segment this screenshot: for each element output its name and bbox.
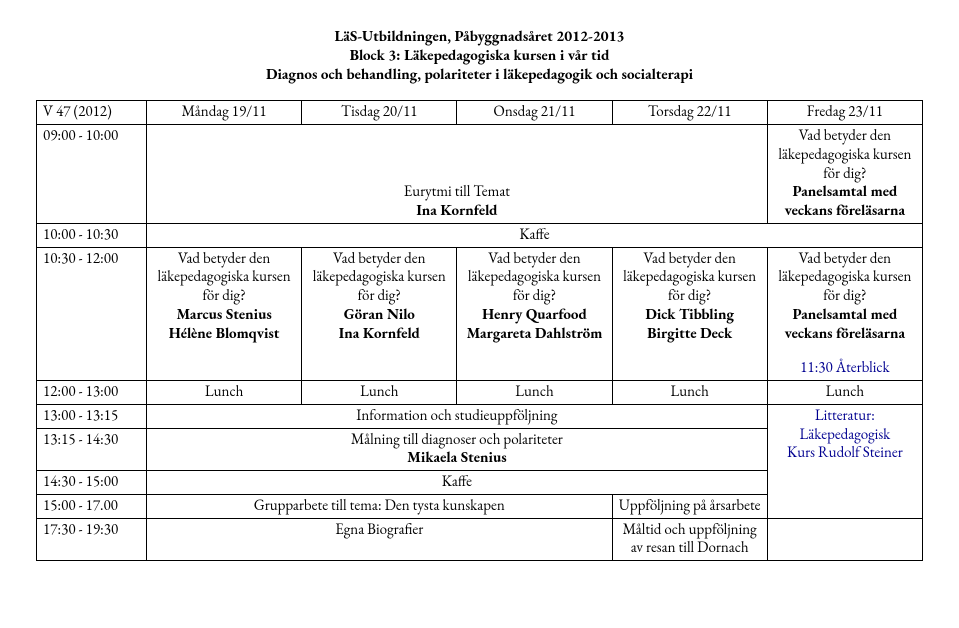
thu-p1: Dick Tibbling [645, 305, 734, 324]
page-header: LäS-Utbildningen, Påbyggnadsåret 2012-20… [36, 28, 923, 84]
col-tue: Tisdag 20/11 [302, 101, 457, 125]
row-1130: 11:30 Återblick [37, 345, 923, 380]
tue-lunch: Lunch [302, 381, 457, 405]
mon-q: Vad betyder den läkepedagogiska kursen f… [158, 249, 291, 306]
kaffe-1000: Kaffe [147, 223, 923, 247]
tue-q: Vad betyder den läkepedagogiska kursen f… [313, 249, 446, 306]
row-1030: 10:30 - 12:00 Vad betyder den läkepedago… [37, 247, 923, 345]
fri-1030-panel: Panelsamtal med veckans föreläsarna [785, 305, 905, 343]
biografier: Egna Biografier [147, 518, 613, 561]
eurytmi-title: Eurytmi till Temat [404, 182, 510, 201]
col-wed: Onsdag 21/11 [457, 101, 612, 125]
eurytmi-name: Ina Kornfeld [416, 201, 497, 220]
row-1000: 10:00 - 10:30 Kaffe [37, 223, 923, 247]
fri-lunch: Lunch [767, 381, 922, 405]
col-week: V 47 (2012) [37, 101, 147, 125]
wed-p1: Henry Quarfood [482, 305, 587, 324]
time-1500: 15:00 - 17.00 [37, 494, 147, 518]
aterblick: 11:30 Återblick [800, 358, 889, 377]
fri-1730-empty [767, 518, 922, 561]
cell-eurytmi: Eurytmi till Temat Ina Kornfeld [147, 125, 768, 224]
wed-1030: Vad betyder den läkepedagogiska kursen f… [457, 247, 612, 345]
wed-1130-empty [457, 345, 612, 380]
col-mon: Måndag 19/11 [147, 101, 302, 125]
tue-1130-empty [302, 345, 457, 380]
row-0900: 09:00 - 10:00 Eurytmi till Temat Ina Kor… [37, 125, 923, 224]
time-1315: 13:15 - 14:30 [37, 428, 147, 471]
schedule-table: V 47 (2012) Måndag 19/11 Tisdag 20/11 On… [36, 100, 923, 561]
thu-lunch: Lunch [612, 381, 767, 405]
thu-maltid: Måltid och uppföljning av resan till Dor… [612, 518, 767, 561]
thu-q: Vad betyder den läkepedagogiska kursen f… [623, 249, 756, 306]
time-1430: 14:30 - 15:00 [37, 471, 147, 495]
cell-fri-0900: Vad betyder den läkepedagogiska kursen f… [767, 125, 922, 224]
wed-q: Vad betyder den läkepedagogiska kursen f… [468, 249, 601, 306]
tue-1030: Vad betyder den läkepedagogiska kursen f… [302, 247, 457, 345]
thu-1130-empty [612, 345, 767, 380]
mon-1130-empty [147, 345, 302, 380]
fri-0900-q: Vad betyder den läkepedagogiska kursen f… [778, 126, 911, 183]
mon-p1: Marcus Stenius [176, 305, 271, 324]
thu-1030: Vad betyder den läkepedagogiska kursen f… [612, 247, 767, 345]
tue-p2: Ina Kornfeld [339, 324, 420, 343]
fri-litteratur: Litteratur: Läkepedagogisk Kurs Rudolf S… [767, 404, 922, 518]
time-1030: 10:30 - 12:00 [37, 247, 147, 345]
row-1300: 13:00 - 13:15 Information och studieuppf… [37, 404, 923, 428]
malning: Målning till diagnoser och polariteter M… [147, 428, 768, 471]
header-line-1: LäS-Utbildningen, Påbyggnadsåret 2012-20… [36, 28, 923, 47]
fri-1030: Vad betyder den läkepedagogiska kursen f… [767, 247, 922, 345]
info-studie: Information och studieuppföljning [147, 404, 768, 428]
fri-0900-panel: Panelsamtal med veckans föreläsarna [785, 182, 905, 220]
mon-lunch: Lunch [147, 381, 302, 405]
thu-p2: Birgitte Deck [647, 324, 732, 343]
row-1200: 12:00 - 13:00 Lunch Lunch Lunch Lunch Lu… [37, 381, 923, 405]
fri-1030-q: Vad betyder den läkepedagogiska kursen f… [778, 249, 911, 306]
tue-p1: Göran Nilo [344, 305, 415, 324]
header-line-2: Block 3: Läkepedagogiska kursen i vår ti… [36, 47, 923, 66]
time-1200: 12:00 - 13:00 [37, 381, 147, 405]
time-1000: 10:00 - 10:30 [37, 223, 147, 247]
kaffe-1430: Kaffe [147, 471, 768, 495]
col-thu: Torsdag 22/11 [612, 101, 767, 125]
litteratur-l2: Kurs Rudolf Steiner [787, 443, 903, 462]
header-row: V 47 (2012) Måndag 19/11 Tisdag 20/11 On… [37, 101, 923, 125]
time-1730: 17:30 - 19:30 [37, 518, 147, 561]
time-1300: 13:00 - 13:15 [37, 404, 147, 428]
header-line-3: Diagnos och behandling, polariteter i lä… [36, 66, 923, 85]
time-1130-empty [37, 345, 147, 380]
wed-p2: Margareta Dahlström [467, 324, 603, 343]
litteratur-l1: Litteratur: Läkepedagogisk [800, 406, 891, 444]
row-1730: 17:30 - 19:30 Egna Biografier Måltid och… [37, 518, 923, 561]
mon-1030: Vad betyder den läkepedagogiska kursen f… [147, 247, 302, 345]
wed-lunch: Lunch [457, 381, 612, 405]
thu-uppfoljning: Uppföljning på årsarbete [612, 494, 767, 518]
malning-title: Målning till diagnoser och polariteter [351, 430, 563, 449]
grupparbete: Grupparbete till tema: Den tysta kunskap… [147, 494, 613, 518]
fri-1130: 11:30 Återblick [767, 345, 922, 380]
col-fri: Fredag 23/11 [767, 101, 922, 125]
mon-p2: Hélène Blomqvist [169, 324, 280, 343]
malning-name: Mikaela Stenius [407, 448, 506, 467]
time-0900: 09:00 - 10:00 [37, 125, 147, 224]
